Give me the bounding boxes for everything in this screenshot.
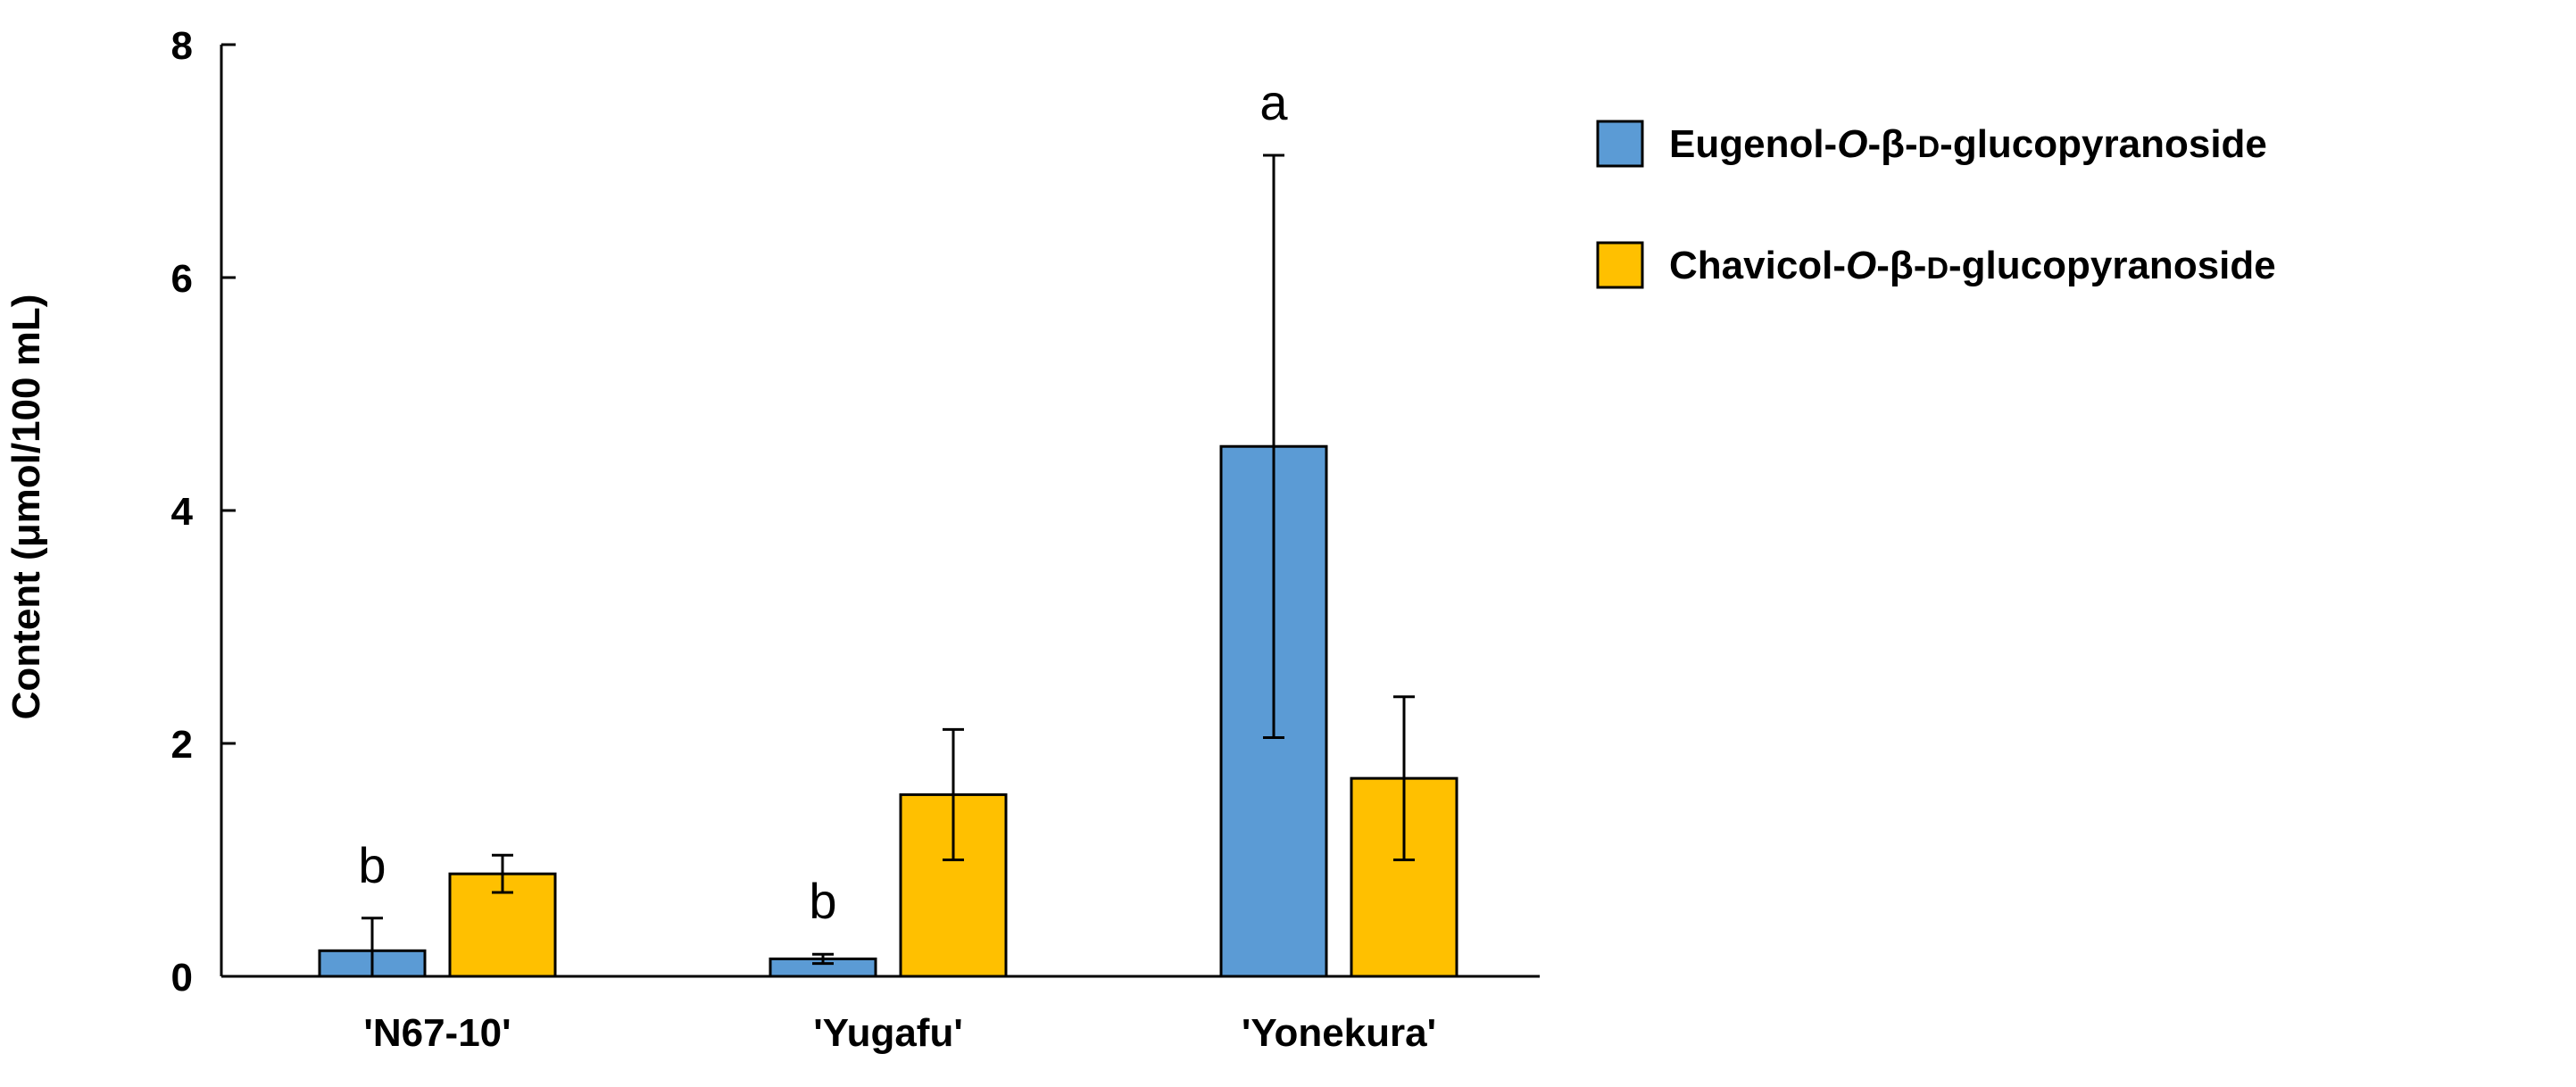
significance-letter: a bbox=[1259, 74, 1288, 130]
x-tick-label: 'Yugafu' bbox=[813, 1011, 963, 1055]
bars: b b a bbox=[318, 74, 1458, 978]
y-tick-label: 8 bbox=[171, 24, 193, 68]
legend-swatch bbox=[1596, 120, 1644, 168]
error-bar bbox=[492, 853, 513, 894]
legend-swatch bbox=[1596, 241, 1644, 289]
significance-letter: b bbox=[358, 837, 386, 893]
x-axis: 'N67-10' 'Yugafu' 'Yonekura' bbox=[221, 975, 1540, 1055]
error-bar bbox=[361, 917, 383, 976]
error-bar bbox=[1263, 154, 1284, 739]
x-tick-label: 'Yonekura' bbox=[1242, 1011, 1436, 1055]
significance-letter: b bbox=[809, 873, 836, 929]
legend-label: Chavicol-O-β-D-glucopyranoside bbox=[1669, 244, 2276, 287]
legend-label: Eugenol-O-β-D-glucopyranoside bbox=[1669, 122, 2267, 166]
y-tick-label: 4 bbox=[171, 490, 194, 534]
error-bar bbox=[812, 952, 834, 966]
x-tick-label: 'N67-10' bbox=[363, 1011, 511, 1055]
legend-item: Eugenol-O-β-D-glucopyranoside bbox=[1596, 120, 2267, 168]
error-bar bbox=[1393, 695, 1415, 861]
y-tick-label: 6 bbox=[171, 257, 193, 301]
y-axis: 0 2 4 6 8 bbox=[171, 24, 236, 1000]
legend-item: Chavicol-O-β-D-glucopyranoside bbox=[1596, 241, 2276, 289]
legend: Eugenol-O-β-D-glucopyranoside Chavicol-O-… bbox=[1596, 120, 2276, 289]
y-tick-label: 0 bbox=[171, 956, 193, 1000]
y-axis-title: Content (μmol/100 mL) bbox=[4, 295, 48, 720]
error-bar bbox=[943, 727, 964, 861]
y-tick-label: 2 bbox=[171, 723, 193, 767]
